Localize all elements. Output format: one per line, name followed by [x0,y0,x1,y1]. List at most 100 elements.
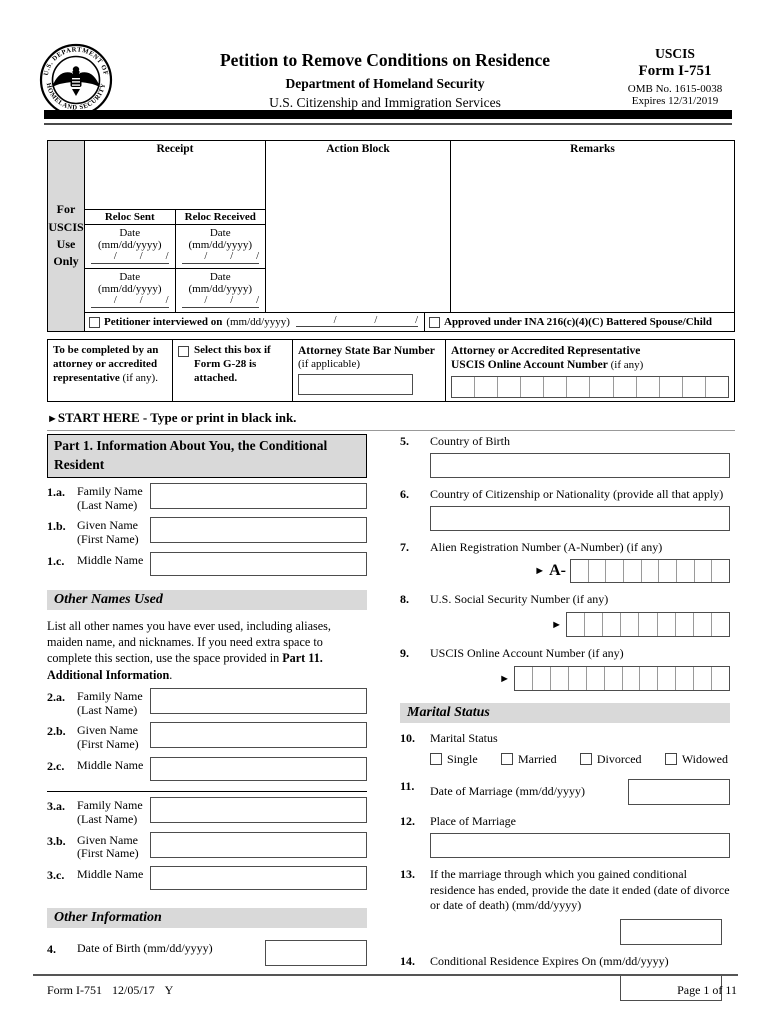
item-14: 14. Conditional Residence Expires On (mm… [400,954,730,1002]
start-here-banner: ►START HERE - Type or print in black ink… [47,410,297,425]
attorney-account-cell: Attorney or Accredited Representative US… [446,340,734,401]
field-row-2c: 2.c. Middle Name [47,757,367,782]
form-title: Petition to Remove Conditions on Residen… [219,50,551,70]
other-names-heading: Other Names Used [47,589,367,610]
item-10: 10. Marital Status Single Married Divorc… [400,731,728,767]
widowed-checkbox[interactable] [664,753,677,766]
part1-heading: Part 1. Information About You, the Condi… [47,434,367,478]
country-of-birth-input[interactable] [430,452,730,478]
field-row-1c: 1.c. Middle Name [47,551,367,576]
petitioner-interviewed-row: Petitioner interviewed on (mm/dd/yyyy) /… [85,313,425,331]
reloc-sent-header: Reloc Sent [85,210,176,224]
state-bar-cell: Attorney State Bar Number (if applicable… [293,340,446,401]
other-names-instructions: List all other names you have ever used,… [47,618,331,682]
other-information-heading: Other Information [47,908,367,929]
field-row-1b: 1.b. Given Name (First Name) [47,517,367,547]
section-divider [47,430,735,431]
marriage-ended-date-input[interactable] [620,919,722,946]
marital-option-divorced: Divorced [579,752,642,767]
date-entry-line[interactable]: / / / [295,315,418,327]
single-checkbox[interactable] [430,753,442,766]
item-9: 9. USCIS Online Account Number (if any) … [400,646,730,692]
given-name-input-2b[interactable] [150,722,367,749]
dhs-seal-icon: U.S. DEPARTMENT OF HOMELAND SECURITY [39,43,113,117]
given-name-input-3b[interactable] [150,831,367,858]
header-rule-thick [44,110,732,119]
date-entry-line[interactable]: / / / [181,251,259,264]
state-bar-input[interactable] [298,374,413,396]
expiration-date: Expires 12/31/2019 [631,95,719,107]
item-13: 13. If the marriage through which you ga… [400,867,730,946]
reloc-sent-date-1[interactable]: Date (mm/dd/yyyy) / / / [85,225,176,268]
g28-checkbox[interactable] [178,346,189,357]
place-of-marriage-input[interactable] [430,832,730,858]
item-12: 12. Place of Marriage [400,814,730,858]
family-name-input-3a[interactable] [150,797,367,824]
arrow-right-icon: ► [499,672,510,685]
date-entry-line[interactable]: / / / [91,295,169,308]
field-row-3b: 3.b. Given Name (First Name) [47,831,367,862]
divorced-checkbox[interactable] [579,753,592,766]
header-rule-thin [44,123,732,125]
reloc-received-header: Reloc Received [184,211,256,223]
arrow-right-icon: ► [551,618,562,631]
item-6: 6. Country of Citizenship or Nationality… [400,487,730,531]
family-name-input-2a[interactable] [150,687,367,714]
name-group-divider [47,791,367,793]
uscis-label: USCIS [655,46,695,61]
attorney-box: To be completed by an attorney or accred… [47,339,735,402]
g28-attached-row: Select this box if Form G-28 is attached… [173,340,293,401]
item-11: 11. Date of Marriage (mm/dd/yyyy) [400,778,730,805]
date-entry-line[interactable]: / / / [91,251,169,264]
date-of-marriage-input[interactable] [628,778,730,805]
form-number: Form I-751 [638,63,712,79]
date-entry-line[interactable]: / / / [181,295,259,308]
approved-ina-row: Approved under INA 216(c)(4)(C) Battered… [425,313,734,331]
petitioner-interviewed-checkbox[interactable] [89,316,100,328]
middle-name-input-1c[interactable] [150,551,367,576]
date-of-birth-input[interactable] [265,940,367,967]
remarks-label: Remarks [570,143,615,155]
attorney-online-account-comb[interactable] [451,376,729,399]
field-row-4: 4. Date of Birth (mm/dd/yyyy) [47,940,367,967]
field-row-1a: 1.a. Family Name (Last Name) [47,482,367,513]
field-row-3c: 3.c. Middle Name [47,866,367,891]
arrow-right-icon: ► [534,565,546,578]
page-number: Page 1 of 11 [677,983,737,997]
reloc-sent-date-2[interactable]: Date (mm/dd/yyyy) / / / [85,269,176,312]
item-8: 8. U.S. Social Security Number (if any) … [400,592,730,638]
a-number-comb[interactable] [570,559,730,584]
action-block-cell: Action Block [266,141,451,312]
omb-number: OMB No. 1615-0038 [627,83,723,95]
footer-rule [33,974,738,976]
action-block-label: Action Block [326,143,390,155]
reloc-received-date-2[interactable]: Date (mm/dd/yyyy) / / / [176,269,266,312]
for-uscis-use-only-label: For USCIS Use Only [48,141,85,331]
married-checkbox[interactable] [500,753,513,766]
country-of-citizenship-input[interactable] [430,505,730,531]
item-5: 5. Country of Birth [400,434,730,478]
department-name: Department of Homeland Security [285,76,485,91]
footer-form-id: Form I-751 12/05/17 Y [47,983,174,997]
uscis-online-account-comb[interactable] [514,666,730,692]
middle-name-input-2c[interactable] [150,757,367,782]
attorney-instruction: To be completed by an attorney or accred… [48,340,173,401]
reloc-table: Reloc Sent Reloc Received Date (mm/dd/yy… [85,209,265,312]
field-row-2a: 2.a. Family Name (Last Name) [47,687,367,718]
family-name-input-1a[interactable] [150,482,367,509]
eagle-icon [52,66,100,96]
arrow-right-icon: ► [47,413,58,425]
receipt-label: Receipt [156,143,194,155]
middle-name-input-3c[interactable] [150,866,367,891]
marital-option-single: Single [430,752,478,767]
uscis-use-only-box: For USCIS Use Only Receipt Reloc Sent Relo… [47,140,735,332]
item-7: 7. Alien Registration Number (A-Number) … [400,540,730,584]
receipt-cell: Receipt Reloc Sent Reloc Received Date (… [85,141,266,312]
remarks-cell: Remarks [451,141,734,312]
approved-ina-checkbox[interactable] [429,316,440,328]
marital-option-married: Married [500,752,557,767]
ssn-comb[interactable] [566,612,730,638]
reloc-received-date-1[interactable]: Date (mm/dd/yyyy) / / / [176,225,266,268]
given-name-input-1b[interactable] [150,517,367,544]
